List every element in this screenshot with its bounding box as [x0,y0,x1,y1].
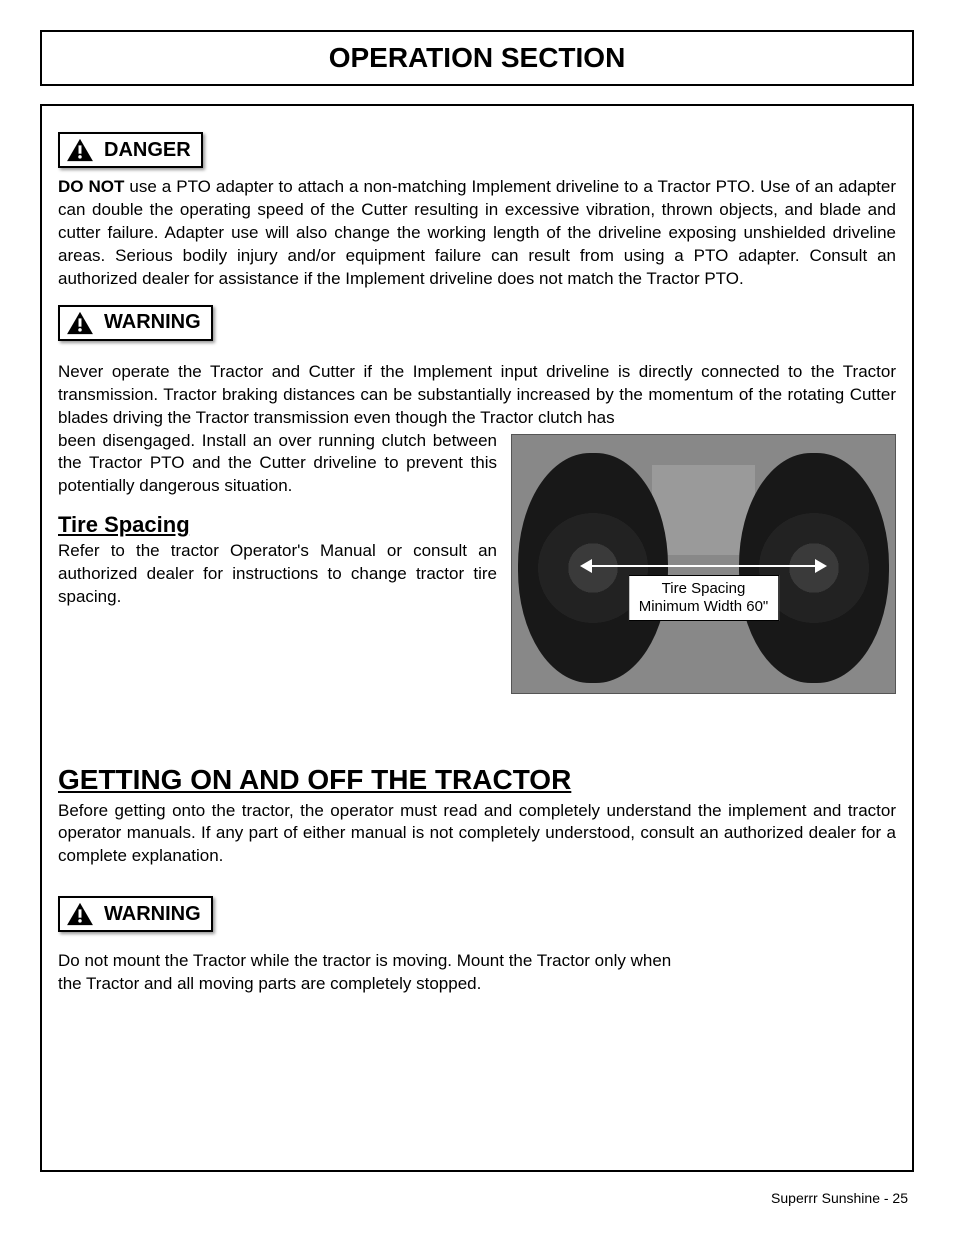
figure-label-box: Tire Spacing Minimum Width 60" [628,575,780,621]
danger-paragraph: DO NOT use a PTO adapter to attach a non… [58,176,896,291]
figure-wheel-right [739,453,889,683]
section-title-box: OPERATION SECTION [40,30,914,86]
danger-lead-bold: DO NOT [58,177,124,196]
warning1-text-wrap: been disengaged. Install an over running… [58,430,513,499]
tire-spacing-text: Refer to the tractor Operator's Manual o… [58,540,513,609]
figure-wheel-left [518,453,668,683]
danger-block: DANGER DO NOT use a PTO adapter to attac… [58,132,896,291]
alert-triangle-icon [66,902,94,926]
content-box: DANGER DO NOT use a PTO adapter to attac… [40,104,914,1172]
warning1-text-full: Never operate the Tractor and Cutter if … [58,361,896,430]
warning2-label: WARNING [58,896,213,932]
danger-label-text: DANGER [104,139,191,162]
section-title: OPERATION SECTION [42,42,912,74]
warning1-label-text: WARNING [104,311,201,334]
warning2-label-text: WARNING [104,903,201,926]
figure-label-line2: Minimum Width 60" [639,598,769,615]
danger-label: DANGER [58,132,203,168]
warning1-label: WARNING [58,305,213,341]
alert-triangle-icon [66,138,94,162]
warning1-block: WARNING [58,305,896,349]
page-footer: Superrr Sunshine - 25 [40,1190,914,1206]
warning2-text: Do not mount the Tractor while the tract… [58,950,698,996]
alert-triangle-icon [66,311,94,335]
getting-on-heading: GETTING ON AND OFF THE TRACTOR [58,764,896,796]
figure-label-line1: Tire Spacing [662,580,746,597]
getting-on-text: Before getting onto the tractor, the ope… [58,800,896,869]
figure-dimension-arrow [582,565,825,567]
warning2-block: WARNING [58,896,896,940]
tire-spacing-figure: Tire Spacing Minimum Width 60" [511,434,896,694]
danger-text: use a PTO adapter to attach a non-matchi… [58,177,896,288]
